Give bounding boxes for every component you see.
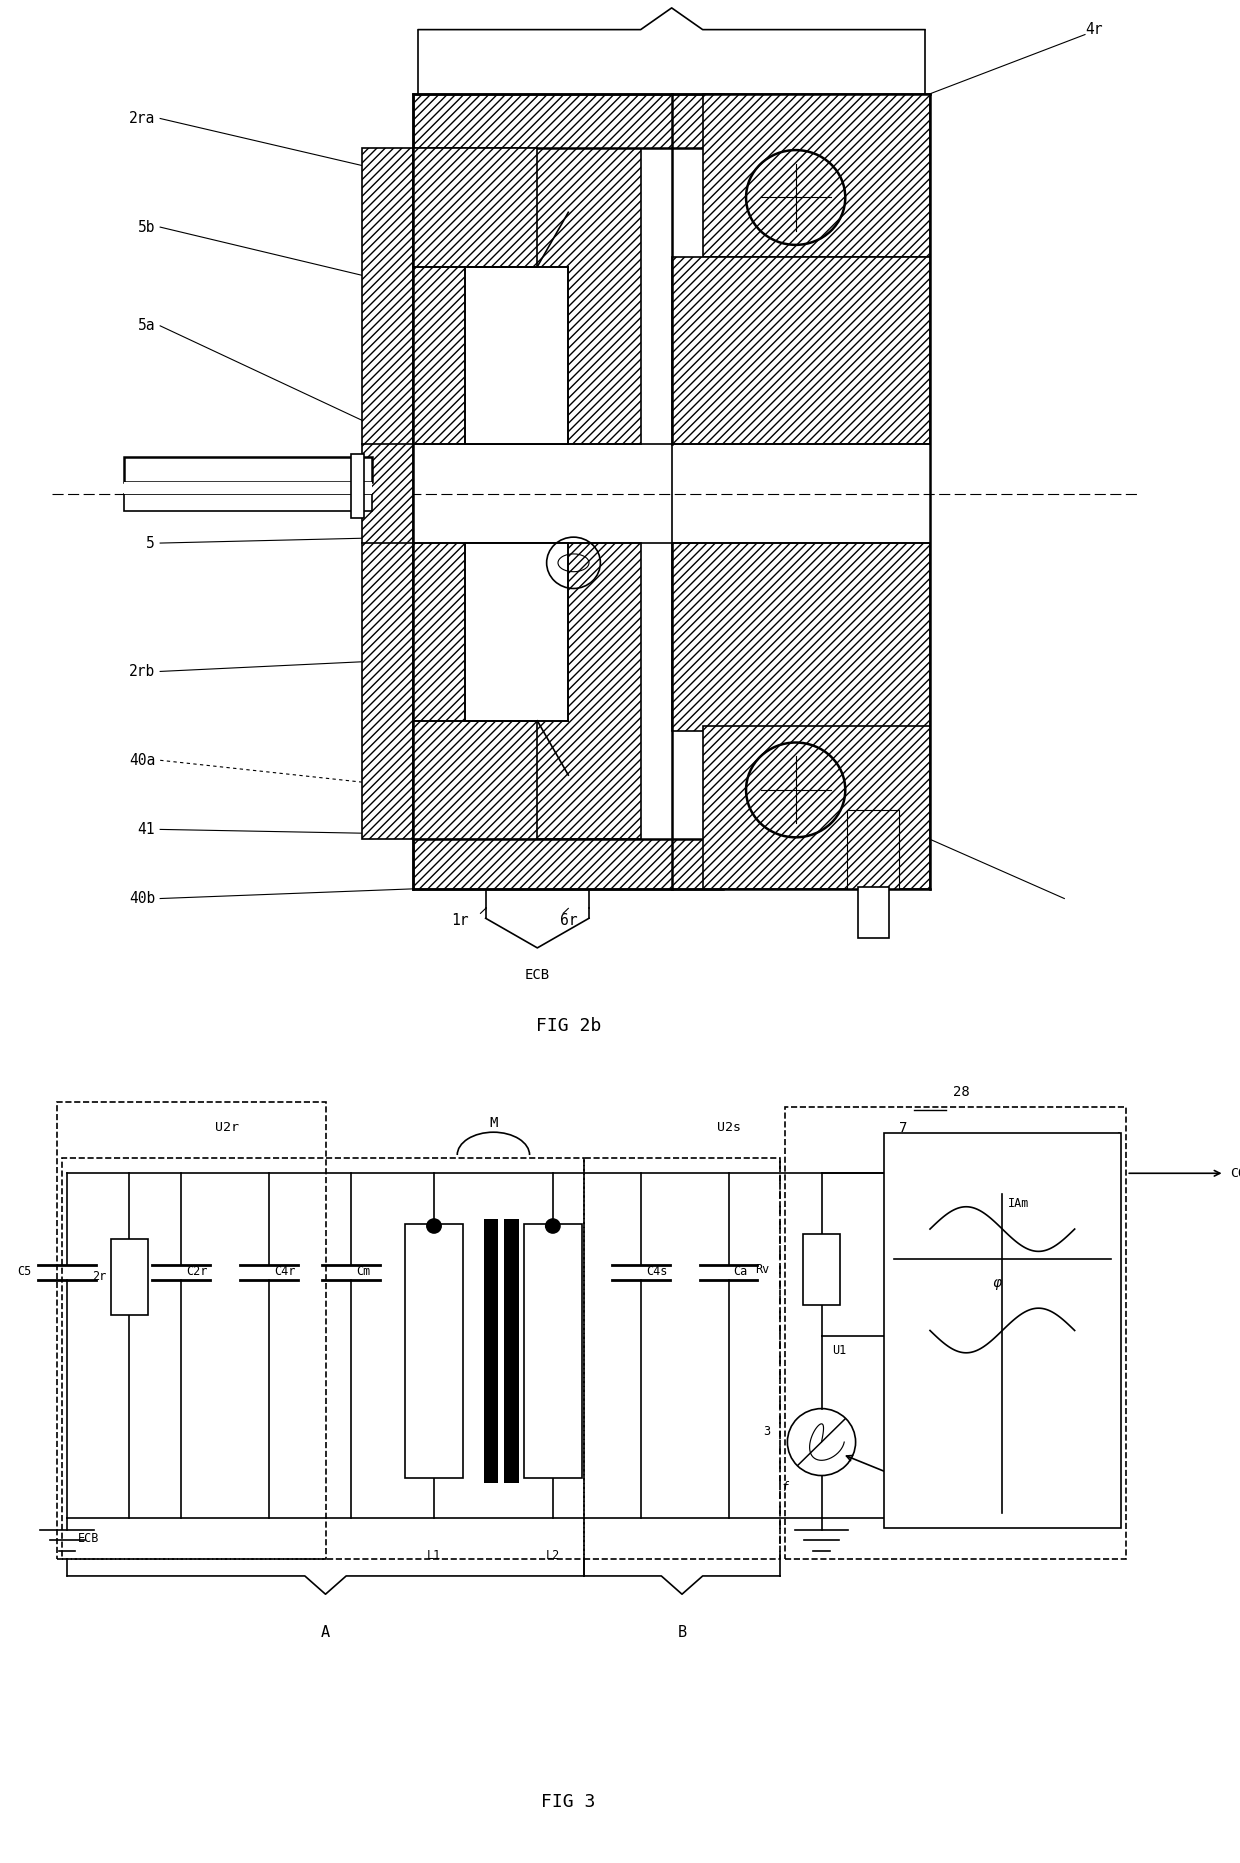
Bar (484, 1218, 498, 1483)
Bar (847, 810, 899, 889)
Text: Rv: Rv (755, 1263, 770, 1276)
Text: 28: 28 (952, 1084, 970, 1099)
Text: 40a: 40a (129, 753, 155, 768)
Bar (405, 1224, 463, 1477)
Text: 5: 5 (146, 535, 155, 551)
Bar (110, 1239, 148, 1315)
Text: $\varphi$: $\varphi$ (992, 1278, 1003, 1293)
Bar (672, 544, 930, 730)
Text: 2ra: 2ra (129, 112, 155, 127)
Text: C2r: C2r (186, 1265, 207, 1278)
Text: 4r: 4r (1085, 22, 1102, 37)
Bar (465, 544, 568, 721)
Text: 1r: 1r (451, 913, 469, 928)
Text: 40b: 40b (129, 891, 155, 905)
Text: 10: 10 (662, 0, 681, 2)
Circle shape (546, 1218, 560, 1233)
Text: C5: C5 (17, 1265, 31, 1278)
Circle shape (427, 1218, 441, 1233)
Text: A: A (321, 1625, 330, 1639)
Bar (505, 1218, 518, 1483)
Bar (124, 483, 372, 494)
Bar (523, 1224, 582, 1477)
Bar (703, 93, 930, 257)
Text: ECB: ECB (77, 1531, 99, 1544)
Bar (62, 1159, 584, 1559)
Text: S5: S5 (935, 1487, 950, 1500)
Text: 5a: 5a (138, 319, 155, 333)
Text: C4r: C4r (274, 1265, 295, 1278)
Bar (804, 1233, 841, 1306)
Text: f: f (781, 1481, 789, 1494)
Bar (351, 455, 363, 518)
Text: U2s: U2s (717, 1122, 740, 1135)
Text: Cm: Cm (357, 1265, 371, 1278)
Text: U2r: U2r (216, 1122, 239, 1135)
Text: L1: L1 (427, 1548, 441, 1561)
Text: 3: 3 (763, 1425, 770, 1438)
Text: COM: COM (1230, 1166, 1240, 1179)
Text: M: M (490, 1116, 497, 1129)
Bar (785, 1107, 1126, 1559)
Text: 5b: 5b (138, 220, 155, 235)
Text: IAm: IAm (1008, 1198, 1029, 1211)
Text: C4s: C4s (646, 1265, 667, 1278)
Text: Ca: Ca (734, 1265, 748, 1278)
Bar (413, 147, 537, 266)
Bar (413, 544, 641, 838)
Bar (413, 147, 641, 443)
Text: B: B (677, 1625, 687, 1639)
Text: 6r: 6r (559, 913, 577, 928)
Text: FIG 2b: FIG 2b (536, 1017, 601, 1036)
Bar (124, 456, 372, 483)
Bar (413, 838, 723, 889)
Text: 2r: 2r (92, 1271, 107, 1284)
Text: 2rb: 2rb (129, 663, 155, 678)
Text: L2: L2 (546, 1548, 560, 1561)
Text: ECB: ECB (525, 969, 549, 982)
Bar (124, 494, 372, 512)
Bar (883, 1133, 1121, 1528)
Bar (465, 266, 568, 443)
Bar (57, 1103, 325, 1559)
Bar (584, 1159, 780, 1559)
Bar (672, 257, 930, 443)
Text: U1: U1 (832, 1343, 846, 1356)
Text: 41: 41 (138, 822, 155, 836)
Bar (362, 147, 413, 838)
Bar (703, 727, 930, 889)
Text: 7: 7 (899, 1122, 908, 1135)
Bar (413, 721, 537, 838)
Bar (858, 887, 889, 939)
Text: FIG 3: FIG 3 (541, 1794, 595, 1811)
Bar (413, 93, 723, 147)
